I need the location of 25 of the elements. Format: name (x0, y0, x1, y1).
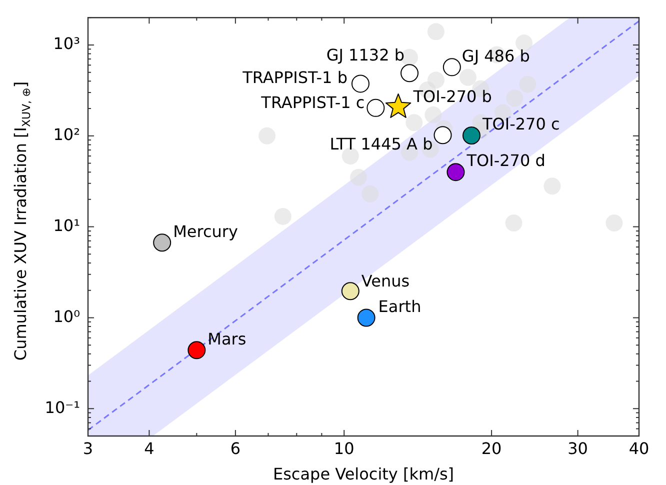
x-tick-label: 10 (334, 438, 354, 458)
series-label: Mars (208, 329, 246, 348)
series-label: GJ 1132 b (326, 45, 405, 64)
series-label: TRAPPIST-1 b (242, 68, 348, 87)
series-label: GJ 486 b (462, 46, 530, 66)
series-label: Mercury (173, 222, 238, 241)
y-tick-label: 10⁻¹ (44, 398, 80, 417)
y-tick-label: 10³ (53, 34, 80, 54)
x-axis-title: Escape Velocity [km/s] (272, 464, 454, 484)
series-label: TOI-270 c (481, 114, 560, 134)
x-tick-label: 3 (82, 438, 94, 458)
x-tick-label: 6 (230, 438, 241, 458)
series-label: LTT 1445 A b (330, 134, 433, 154)
x-tick-label: 4 (144, 438, 154, 458)
y-tick-label: 10² (53, 125, 80, 144)
series-label: Earth (378, 296, 422, 316)
x-tick-label: 20 (481, 438, 502, 458)
series-label: Venus (361, 271, 410, 290)
series-label: TRAPPIST-1 c (260, 93, 365, 112)
y-tick-label: 10⁰ (53, 306, 80, 326)
series-label: TOI-270 d (466, 151, 546, 170)
x-tick-label: 40 (628, 438, 650, 458)
y-tick-label: 10¹ (53, 216, 80, 235)
x-tick-label: 30 (568, 438, 588, 458)
series-label: TOI-270 b (412, 87, 492, 106)
